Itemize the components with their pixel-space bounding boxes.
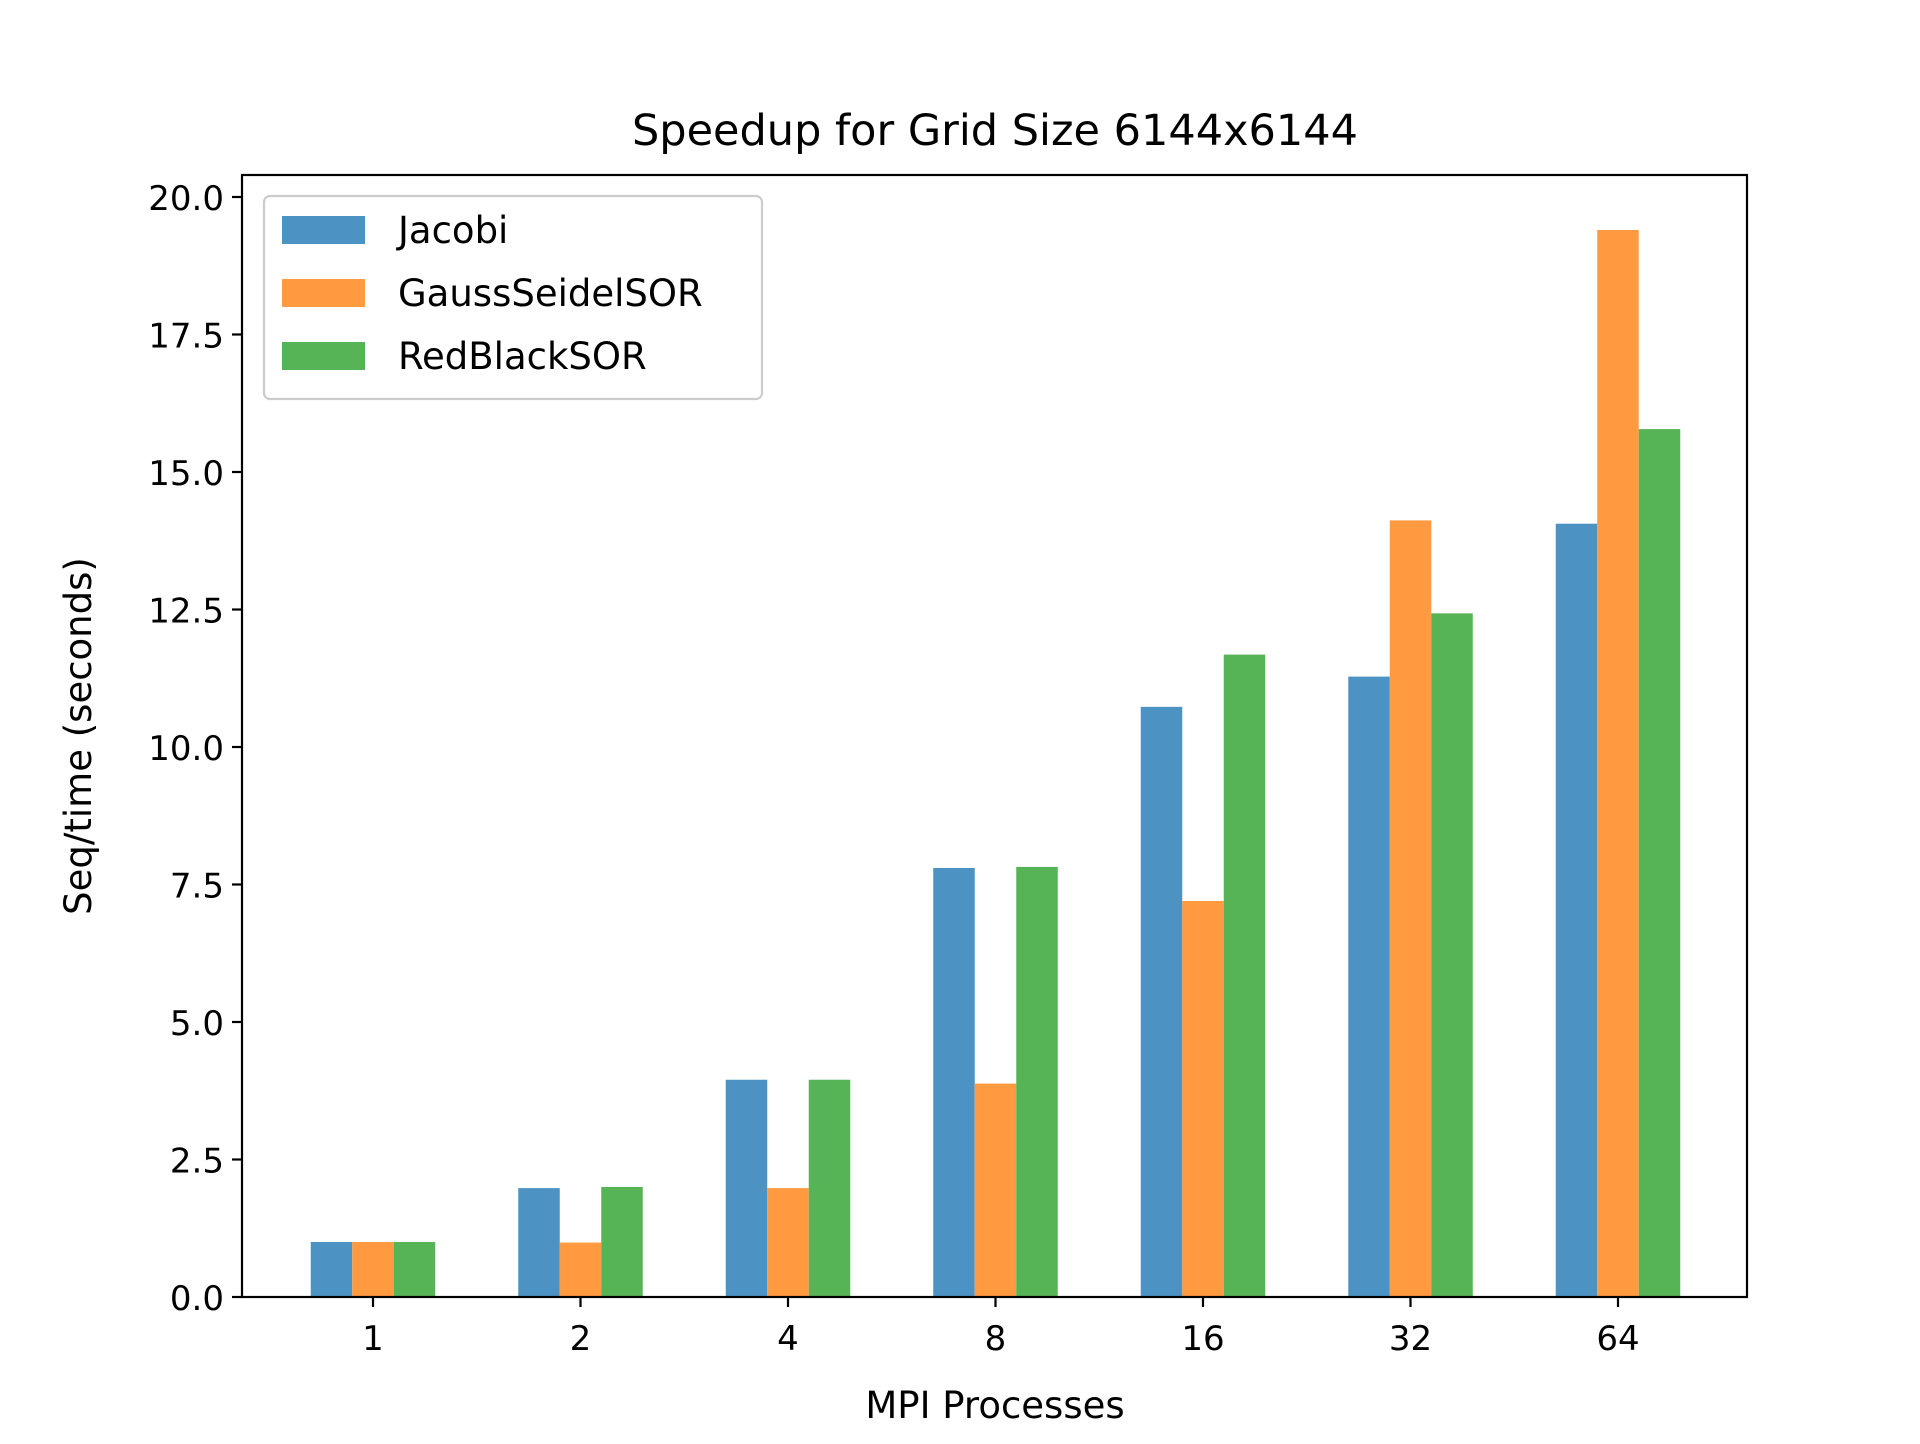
- x-tick-label: 32: [1389, 1319, 1432, 1359]
- bar-redblacksor-32: [1431, 613, 1473, 1297]
- bar-gaussseidelsor-2: [559, 1242, 602, 1297]
- bar-jacobi-1: [310, 1242, 353, 1297]
- bar-jacobi-64: [1555, 523, 1598, 1297]
- bar-redblacksor-4: [808, 1079, 851, 1297]
- y-axis-label: Seq/time (seconds): [57, 557, 100, 915]
- x-tick-label: 1: [362, 1319, 384, 1359]
- bar-jacobi-8: [933, 868, 975, 1297]
- legend-label-jacobi: Jacobi: [396, 209, 508, 252]
- bar-redblacksor-16: [1223, 654, 1266, 1297]
- y-tick-label: 12.5: [148, 592, 224, 632]
- legend-label-gaussseidelsor: GaussSeidelSOR: [398, 272, 703, 315]
- bar-gaussseidelsor-4: [767, 1188, 809, 1297]
- bar-gaussseidelsor-16: [1182, 901, 1224, 1297]
- legend-swatch-redblacksor: [282, 342, 365, 370]
- plot-area-frame: [240, 173, 1749, 1299]
- legend-label-redblacksor: RedBlackSOR: [398, 335, 647, 378]
- bar-jacobi-4: [725, 1079, 768, 1297]
- x-tick-label: 8: [985, 1319, 1007, 1359]
- y-axis-ticks: 0.0 2.5 5.0 7.5 10.0 12.5 15.0 17.5 20.0: [148, 179, 242, 1319]
- y-tick-label: 20.0: [148, 179, 224, 219]
- y-tick-label: 17.5: [148, 317, 224, 357]
- bars-layer: [310, 230, 1681, 1298]
- legend: Jacobi GaussSeidelSOR RedBlackSOR: [262, 194, 764, 401]
- x-tick-label: 16: [1181, 1319, 1224, 1359]
- x-axis-ticks: 1 2 4 8 16 32 64: [362, 1297, 1640, 1359]
- bar-jacobi-32: [1348, 676, 1390, 1297]
- x-tick-label: 4: [777, 1319, 799, 1359]
- bar-jacobi-2: [518, 1188, 560, 1297]
- y-tick-label: 10.0: [148, 729, 224, 769]
- y-tick-label: 5.0: [170, 1004, 224, 1044]
- legend-box: [262, 194, 764, 401]
- legend-items: Jacobi GaussSeidelSOR RedBlackSOR: [282, 209, 703, 378]
- bar-redblacksor-1: [393, 1242, 436, 1297]
- legend-swatch-gaussseidelsor: [282, 279, 365, 307]
- x-axis-label: MPI Processes: [865, 1384, 1124, 1427]
- bar-gaussseidelsor-64: [1597, 230, 1639, 1297]
- y-tick-label: 15.0: [148, 454, 224, 494]
- x-tick-label: 2: [570, 1319, 592, 1359]
- y-tick-label: 7.5: [170, 867, 224, 907]
- y-tick-label: 2.5: [170, 1142, 224, 1182]
- bar-redblacksor-8: [1016, 866, 1058, 1297]
- bar-gaussseidelsor-8: [974, 1083, 1017, 1297]
- chart-title: Speedup for Grid Size 6144x6144: [632, 106, 1358, 156]
- bar-redblacksor-2: [601, 1187, 643, 1297]
- bar-redblacksor-64: [1638, 429, 1681, 1298]
- y-tick-label: 0.0: [170, 1279, 224, 1319]
- bar-jacobi-16: [1140, 706, 1183, 1297]
- x-tick-label: 64: [1596, 1319, 1639, 1359]
- bar-gaussseidelsor-32: [1389, 520, 1432, 1297]
- bar-gaussseidelsor-1: [352, 1242, 394, 1297]
- legend-swatch-jacobi: [282, 216, 365, 244]
